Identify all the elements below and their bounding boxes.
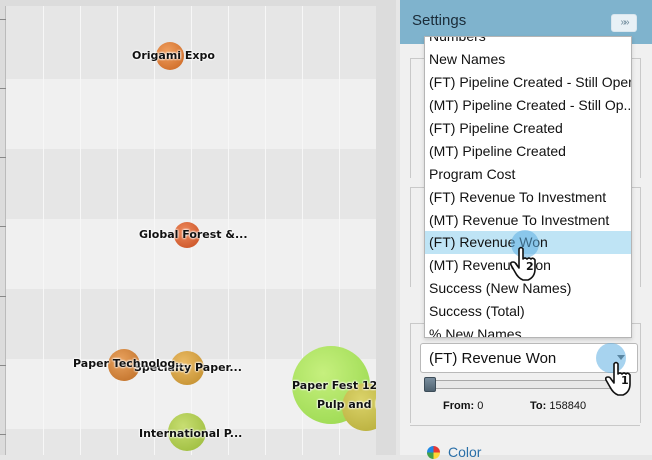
- plot-area: Origami Expo Global Forest &... Specialt…: [6, 6, 376, 455]
- fieldset-border: [410, 187, 411, 287]
- y-tick: [0, 19, 6, 20]
- bubble-chart: Origami Expo Global Forest &... Specialt…: [0, 6, 376, 455]
- bubble-label: International P...: [139, 427, 243, 440]
- bubble-label: Origami Expo: [132, 49, 215, 62]
- color-section-label[interactable]: Color: [448, 444, 482, 460]
- dropdown-option[interactable]: Success (New Names): [429, 280, 572, 296]
- grid-line: [228, 6, 229, 455]
- fieldset-border: [640, 187, 641, 287]
- y-tick: [0, 157, 6, 158]
- dropdown-option[interactable]: % New Names: [429, 326, 522, 338]
- y-tick: [0, 365, 6, 366]
- y-tick: [0, 88, 6, 89]
- bubble-specialty-paper[interactable]: [170, 351, 204, 385]
- hand-pointer-icon: [605, 361, 631, 396]
- step-badge-1: 1: [621, 374, 629, 387]
- bubble-label: Global Forest &...: [139, 228, 248, 241]
- grid-line: [154, 6, 155, 455]
- bubble-label: Paper Technolog...: [73, 357, 188, 370]
- select-value: (FT) Revenue Won: [429, 350, 557, 367]
- metric-dropdown-list[interactable]: Numbers New Names (FT) Pipeline Created …: [424, 36, 632, 338]
- dropdown-option[interactable]: (FT) Pipeline Created - Still Open: [429, 74, 631, 90]
- panel-title: Settings: [412, 12, 467, 29]
- dropdown-option[interactable]: Program Cost: [429, 166, 516, 182]
- to-label: To:: [530, 400, 547, 412]
- fieldset-border: [410, 58, 411, 178]
- range-slider-track[interactable]: [424, 380, 630, 389]
- callout-highlight: [511, 230, 539, 258]
- to-value: 158840: [549, 400, 587, 412]
- grid-line: [339, 6, 340, 455]
- y-tick: [0, 226, 6, 227]
- dropdown-option[interactable]: New Names: [429, 51, 506, 67]
- color-wheel-icon: [427, 446, 440, 459]
- dropdown-option[interactable]: Success (Total): [429, 303, 525, 319]
- range-from: From: 0: [443, 400, 483, 412]
- dropdown-option[interactable]: (MT) Revenue To Investment: [429, 212, 610, 228]
- bubble-origami-expo[interactable]: [156, 42, 184, 70]
- y-axis: [0, 6, 6, 455]
- hand-pointer-icon: [510, 246, 536, 281]
- callout-highlight: [596, 343, 626, 373]
- bubble-label: Specialty Paper...: [134, 361, 242, 374]
- grid-line: [265, 6, 266, 455]
- y-tick: [0, 434, 6, 435]
- bubble-paper-technology[interactable]: [108, 349, 140, 381]
- bubble-international-paper[interactable]: [168, 413, 206, 451]
- bubble-label: Pulp and P: [317, 398, 376, 411]
- fieldset-border: [410, 425, 640, 426]
- bubble-pulp-and-paper[interactable]: [342, 383, 376, 431]
- collapse-button[interactable]: »»: [611, 14, 637, 32]
- grid-line: [117, 6, 118, 455]
- dropdown-option[interactable]: (MT) Pipeline Created - Still Op...: [429, 97, 631, 113]
- fieldset-border: [410, 323, 411, 423]
- range-slider-handle[interactable]: [424, 377, 436, 392]
- bubble-global-forest[interactable]: [174, 222, 200, 248]
- dropdown-option[interactable]: (MT) Pipeline Created: [429, 143, 566, 159]
- grid-line: [302, 6, 303, 455]
- from-value: 0: [477, 400, 484, 412]
- fieldset-border: [640, 58, 641, 178]
- dropdown-option[interactable]: (FT) Pipeline Created: [429, 120, 563, 136]
- from-label: From:: [443, 400, 475, 412]
- dropdown-option[interactable]: (FT) Revenue To Investment: [429, 189, 607, 205]
- y-tick: [0, 296, 6, 297]
- bubble-label: Paper Fest 12: [292, 379, 376, 392]
- dropdown-option[interactable]: Numbers: [429, 36, 486, 44]
- step-badge-2: 2: [526, 260, 534, 273]
- grid-line: [80, 6, 81, 455]
- fieldset-border: [640, 323, 641, 423]
- grid-line: [43, 6, 44, 455]
- range-to: To: 158840: [530, 400, 586, 412]
